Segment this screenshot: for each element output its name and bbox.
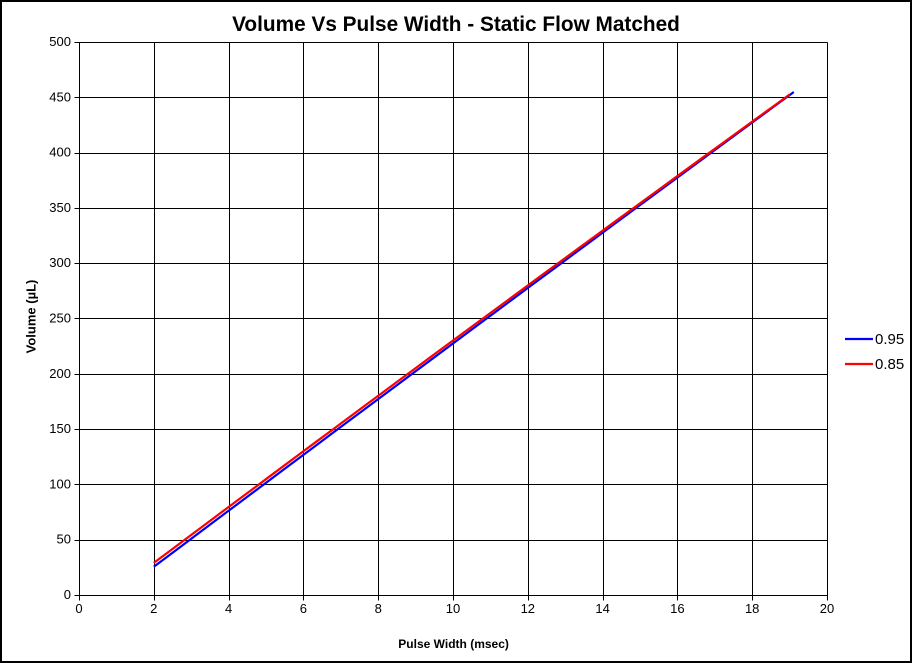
- svg-text:20: 20: [820, 601, 834, 616]
- svg-text:0.95: 0.95: [875, 331, 904, 348]
- svg-text:300: 300: [49, 255, 71, 270]
- svg-text:6: 6: [300, 601, 307, 616]
- svg-text:8: 8: [375, 601, 382, 616]
- svg-text:250: 250: [49, 311, 71, 326]
- svg-text:400: 400: [49, 145, 71, 160]
- svg-text:50: 50: [57, 532, 71, 547]
- svg-text:450: 450: [49, 89, 71, 104]
- svg-text:500: 500: [49, 34, 71, 49]
- svg-text:0: 0: [64, 587, 71, 602]
- svg-text:150: 150: [49, 421, 71, 436]
- svg-text:0: 0: [75, 601, 82, 616]
- svg-text:200: 200: [49, 366, 71, 381]
- svg-text:16: 16: [670, 601, 684, 616]
- svg-text:10: 10: [446, 601, 460, 616]
- svg-text:Volume (µL): Volume (µL): [24, 280, 39, 354]
- svg-text:12: 12: [521, 601, 535, 616]
- svg-text:350: 350: [49, 200, 71, 215]
- svg-text:4: 4: [225, 601, 232, 616]
- svg-text:0.85: 0.85: [875, 356, 904, 373]
- svg-text:100: 100: [49, 476, 71, 491]
- svg-text:14: 14: [595, 601, 609, 616]
- svg-text:2: 2: [150, 601, 157, 616]
- svg-text:Volume Vs Pulse Width - Static: Volume Vs Pulse Width - Static Flow Matc…: [232, 13, 680, 36]
- svg-text:Pulse Width (msec): Pulse Width (msec): [398, 637, 509, 651]
- svg-text:18: 18: [745, 601, 759, 616]
